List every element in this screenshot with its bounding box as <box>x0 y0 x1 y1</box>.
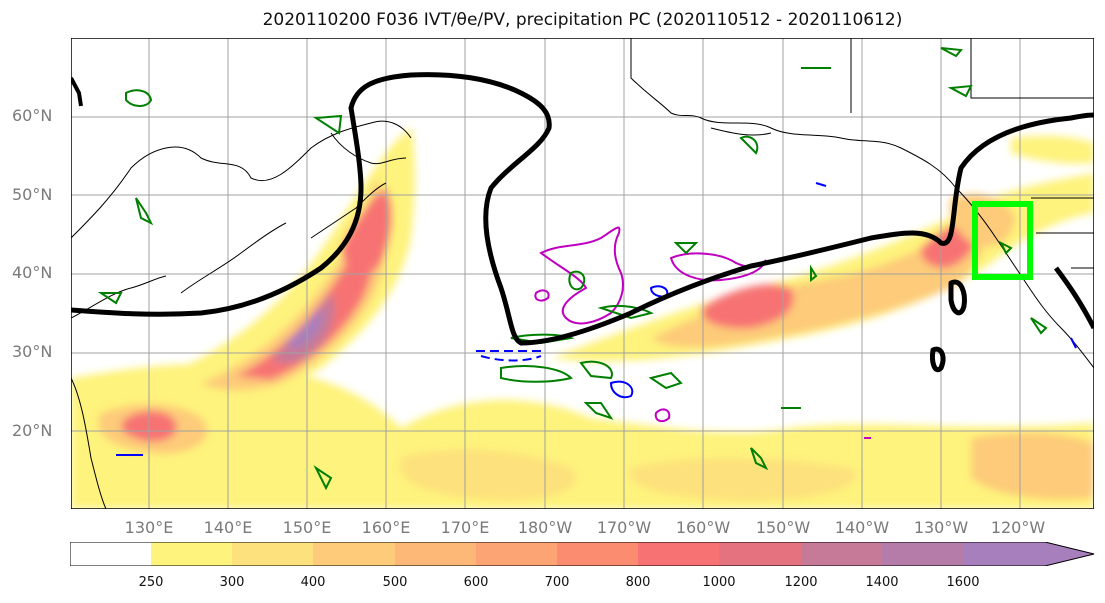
highlight-box <box>972 201 1033 280</box>
lon-label: 150°W <box>755 518 811 537</box>
colorbar-segment <box>719 542 801 566</box>
colorbar-segment <box>557 542 638 566</box>
lon-label: 170°W <box>596 518 652 537</box>
map-title: 2020110200 F036 IVT/θe/PV, precipitation… <box>262 10 903 30</box>
lat-label: 50°N <box>12 185 53 204</box>
lon-label: 130°E <box>124 518 174 537</box>
ivt-shading <box>71 128 1094 509</box>
lon-label: 140°E <box>203 518 253 537</box>
graticule <box>71 38 1094 509</box>
colorbar-segment <box>476 542 557 566</box>
colorbar-label: 300 <box>219 575 245 590</box>
colorbar-label: 500 <box>382 575 408 590</box>
lon-label: 180°W <box>517 518 573 537</box>
colorbar-label: 1200 <box>784 575 818 590</box>
pv-contour <box>71 72 1094 373</box>
colorbar-label: 250 <box>138 575 164 590</box>
negative-contours <box>116 182 1077 456</box>
lon-label: 160°E <box>361 518 411 537</box>
colorbar-extend-arrow <box>963 542 1094 566</box>
colorbar-segment <box>638 542 719 566</box>
colorbar-segment <box>232 542 313 566</box>
lon-label: 120°W <box>990 518 1046 537</box>
colorbar-label: 1600 <box>946 575 980 590</box>
colorbar-label: 400 <box>300 575 326 590</box>
colorbar-segment <box>395 542 476 566</box>
colorbar-segment <box>313 542 395 566</box>
lon-label: 130°W <box>913 518 969 537</box>
colorbar-label: 700 <box>544 575 570 590</box>
coastlines <box>71 38 1094 509</box>
colorbar-segment <box>151 542 232 566</box>
colorbar-segment <box>882 542 963 566</box>
lon-label: 150°E <box>282 518 332 537</box>
lon-label: 170°E <box>440 518 490 537</box>
colorbar-label: 800 <box>625 575 651 590</box>
colorbar <box>70 542 1095 566</box>
lat-label: 20°N <box>12 421 53 440</box>
map-panel <box>71 38 1094 509</box>
lat-label: 40°N <box>12 263 53 282</box>
colorbar-label: 1000 <box>702 575 736 590</box>
colorbar-segment <box>801 542 882 566</box>
colorbar-segment <box>70 542 151 566</box>
lon-label: 140°W <box>834 518 890 537</box>
colorbar-label: 600 <box>463 575 489 590</box>
lat-label: 30°N <box>12 342 53 361</box>
colorbar-label: 1400 <box>865 575 899 590</box>
lat-label: 60°N <box>12 106 53 125</box>
lon-label: 160°W <box>675 518 731 537</box>
precip-pc-contours <box>534 226 871 439</box>
